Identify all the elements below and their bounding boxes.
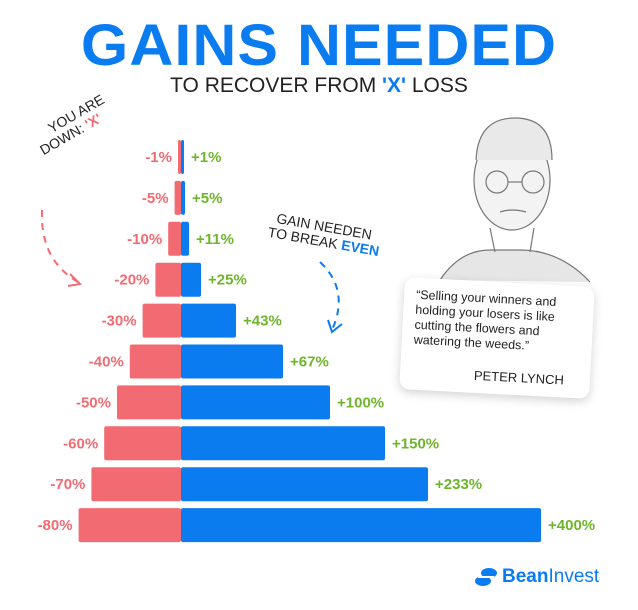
- page-title: GAINS NEEDED: [80, 13, 558, 78]
- subtitle-text-end: LOSS: [406, 74, 468, 97]
- loss-bar: [91, 467, 181, 502]
- gain-label: +150%: [392, 435, 439, 452]
- quote-text: “Selling your winners and holding your l…: [413, 287, 557, 353]
- gain-bar: [181, 344, 283, 379]
- loss-label: -70%: [50, 476, 85, 493]
- loss-bar: [129, 344, 181, 379]
- right-arrow-head: [327, 319, 343, 334]
- loss-bar: [178, 140, 181, 174]
- gain-label: +400%: [548, 517, 595, 534]
- loss-bar: [104, 426, 181, 461]
- loss-label: -50%: [76, 394, 111, 411]
- loss-bar: [155, 262, 181, 297]
- gain-label: +43%: [243, 313, 282, 330]
- brand-name-bold: Bean: [502, 566, 549, 587]
- gain-label: +233%: [435, 476, 482, 493]
- portrait-sketch: [439, 117, 591, 283]
- loss-bar: [117, 385, 181, 420]
- loss-bar: [174, 180, 181, 215]
- loss-label: -60%: [63, 435, 98, 452]
- right-arrow: [319, 261, 340, 331]
- quote-card: “Selling your winners and holding your l…: [399, 277, 595, 399]
- loss-bar: [168, 221, 181, 256]
- loss-label: -30%: [102, 313, 137, 330]
- loss-label: -40%: [89, 354, 124, 371]
- gain-bar: [181, 221, 189, 256]
- brand-name-regular: Invest: [548, 566, 600, 587]
- quote-author: PETER LYNCH: [473, 367, 565, 388]
- gain-bar: [181, 385, 330, 420]
- gain-bar: [181, 180, 185, 215]
- subtitle: TO RECOVER FROM 'X' LOSS: [0, 74, 638, 98]
- bean-logo-icon: [475, 568, 497, 586]
- loss-bar: [78, 508, 181, 543]
- brand-logo: BeanInvest: [474, 566, 599, 588]
- loss-label: -1%: [145, 149, 172, 166]
- gain-bar: [181, 303, 236, 338]
- gain-bar: [181, 262, 201, 297]
- gain-label: +1%: [191, 149, 221, 166]
- gain-bar: [181, 426, 385, 461]
- loss-label: -20%: [114, 272, 149, 289]
- gain-bar: [181, 508, 541, 543]
- gain-label: +100%: [337, 394, 384, 411]
- left-arrow: [40, 209, 79, 283]
- loss-label: -5%: [142, 190, 169, 207]
- subtitle-text: TO RECOVER FROM: [170, 74, 383, 97]
- gain-label: +67%: [290, 354, 329, 371]
- gain-bar: [181, 467, 428, 502]
- loss-label: -10%: [127, 231, 162, 248]
- left-arrow-head: [67, 273, 83, 287]
- loss-bar: [142, 303, 181, 338]
- gain-bar: [181, 140, 184, 174]
- gain-label: +25%: [208, 272, 247, 289]
- gain-label: +11%: [196, 231, 234, 248]
- loss-label: -80%: [38, 517, 73, 534]
- subtitle-highlight: 'X': [382, 74, 407, 97]
- gain-label: +5%: [192, 190, 222, 207]
